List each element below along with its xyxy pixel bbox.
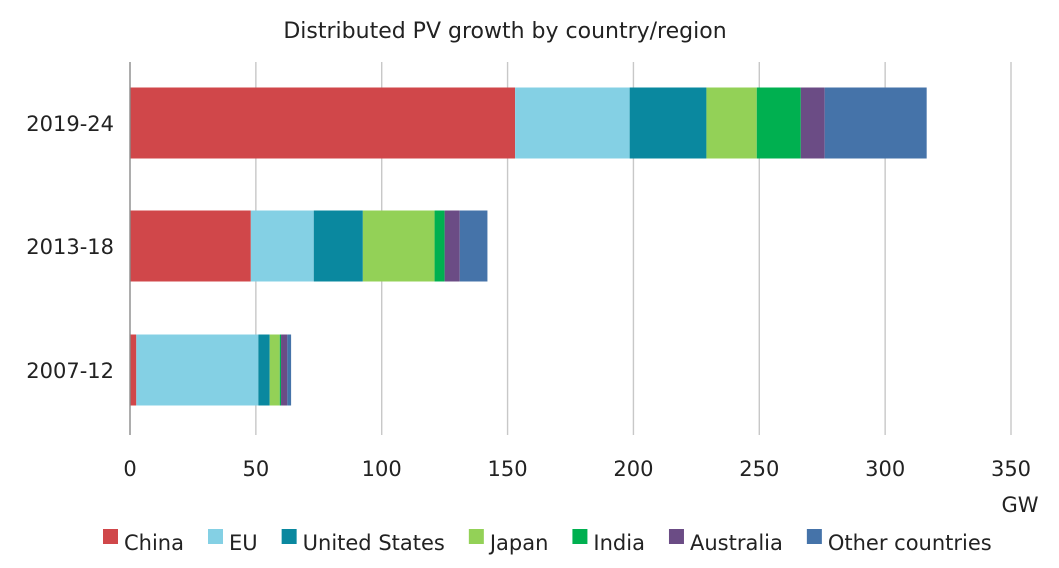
bar-segment (279, 334, 282, 406)
bar-segment (130, 334, 137, 406)
bar-segment (313, 210, 363, 282)
legend-label: EU (229, 531, 258, 555)
legend-swatch (208, 529, 223, 544)
legend-item: EU (208, 529, 258, 555)
legend-item: China (103, 529, 184, 555)
x-axis-tick-label: 150 (488, 457, 528, 481)
legend: China EU United States Japan India Australia O… (103, 529, 992, 555)
legend-label: India (593, 531, 645, 555)
legend-item: United States (281, 529, 445, 555)
bar-segment (444, 210, 460, 282)
bar-segment (824, 87, 927, 159)
bar-segment (629, 87, 707, 159)
y-axis-tick-label: 2007-12 (26, 359, 114, 383)
legend-swatch (468, 529, 484, 544)
bar-segment (250, 210, 314, 282)
x-axis-tick-label: 50 (242, 457, 269, 481)
legend-label: Australia (690, 531, 783, 555)
bar-segment (800, 87, 825, 159)
bar-segment (130, 87, 516, 159)
legend-label: United States (303, 531, 445, 555)
legend-swatch (103, 529, 118, 544)
x-axis-tick-label: 0 (123, 457, 136, 481)
legend-label: Other countries (828, 531, 992, 555)
x-axis-tick-label: 350 (991, 457, 1031, 481)
legend-item: Australia (668, 529, 783, 555)
bars (130, 87, 927, 406)
x-axis-tick-label: 250 (739, 457, 779, 481)
bar-segment (756, 87, 801, 159)
x-axis-tick-label: 300 (865, 457, 905, 481)
bar-segment (434, 210, 445, 282)
bar-segment (130, 210, 251, 282)
bar-segment (258, 334, 270, 406)
legend-item: Japan (468, 529, 549, 555)
bar-segment (515, 87, 630, 159)
x-axis-tick-labels: 0 50 100 150 200 250 300 350 (123, 457, 1031, 481)
legend-swatch (668, 529, 684, 544)
bar-segment (706, 87, 757, 159)
legend-swatch (281, 529, 297, 544)
y-axis-tick-label: 2013-18 (26, 235, 114, 259)
bar-segment (287, 334, 292, 406)
chart-title: Distributed PV growth by country/region (283, 19, 726, 44)
x-axis-tick-label: 100 (362, 457, 402, 481)
y-axis-tick-label: 2019-24 (26, 112, 114, 136)
x-axis-unit-label: GW (1001, 493, 1038, 517)
legend-label: China (124, 531, 184, 555)
legend-item: India (572, 529, 645, 555)
bar-segment (281, 334, 288, 406)
x-axis-tick-label: 200 (613, 457, 653, 481)
bar-segment (136, 334, 259, 406)
bar-segment (362, 210, 435, 282)
bar-segment (269, 334, 280, 406)
bar-segment (459, 210, 488, 282)
legend-label: Japan (488, 531, 549, 555)
y-axis-tick-labels: 2019-24 2013-18 2007-12 (26, 112, 114, 383)
legend-swatch (806, 529, 822, 544)
legend-swatch (572, 529, 588, 544)
legend-item: Other countries (806, 529, 992, 555)
